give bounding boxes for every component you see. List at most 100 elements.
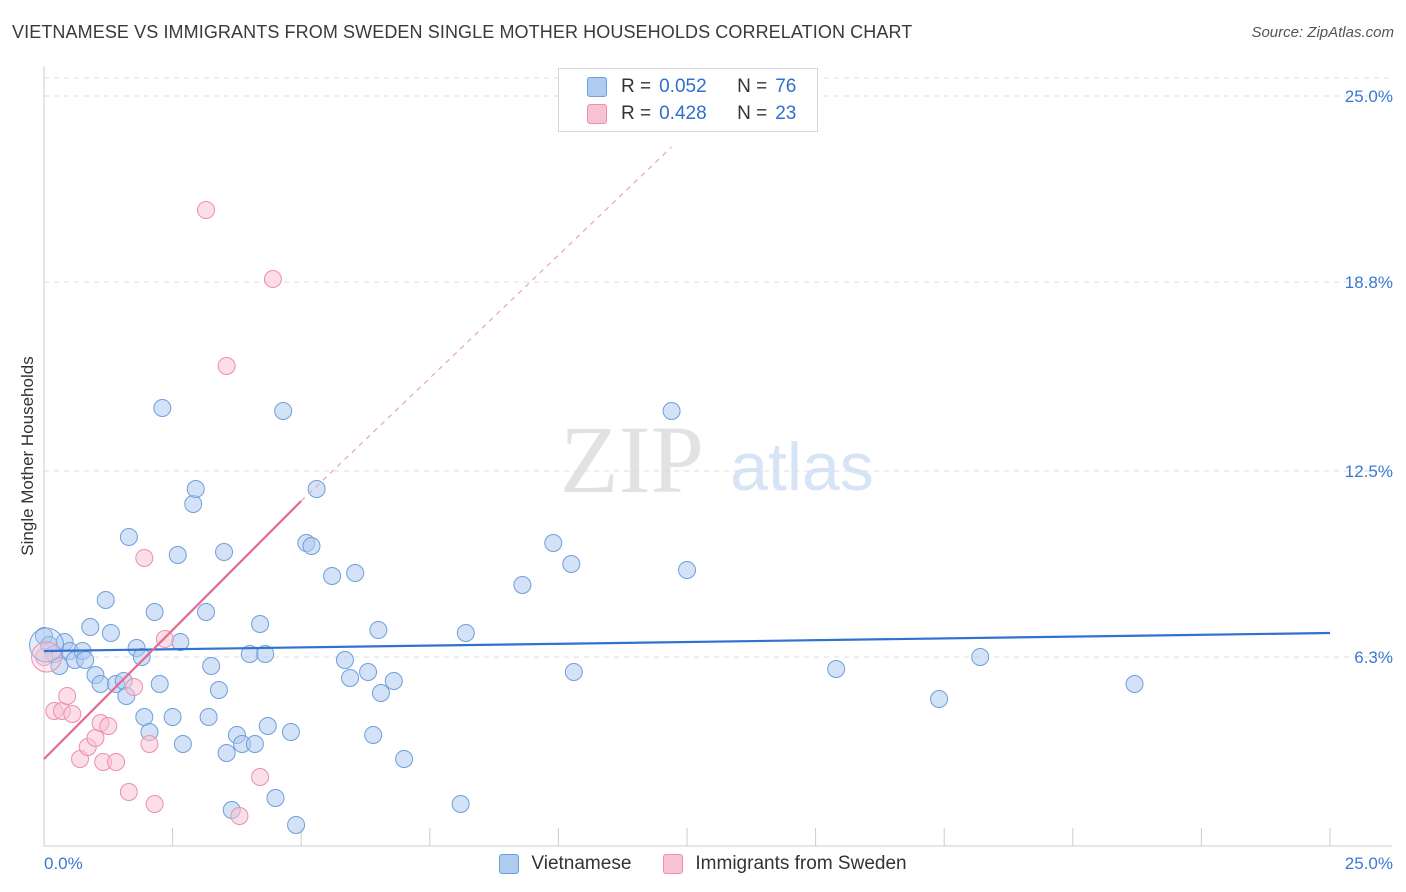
vietnamese-point (274, 402, 293, 420)
vietnamese-point (281, 723, 300, 741)
vietnamese-point (827, 660, 846, 678)
vietnamese-point (335, 651, 354, 669)
stats-legend-row-sweden: R = 0.428 N = 23 (559, 100, 796, 128)
sweden-point (58, 687, 77, 705)
r-value: 0.428 (659, 103, 707, 124)
r-label: R = (621, 76, 652, 97)
vietnamese-point (323, 567, 342, 585)
vietnamese-point (395, 750, 414, 768)
sweden-trend-line (43, 500, 302, 760)
vietnamese-point (513, 576, 532, 594)
vietnamese-point (135, 708, 154, 726)
n-label: N = (737, 76, 768, 97)
sweden-point (140, 735, 159, 753)
vietnamese-point (971, 648, 990, 666)
watermark-zip: ZIP (560, 406, 704, 513)
sweden-point (145, 795, 164, 813)
vietnamese-point (562, 555, 581, 573)
sweden-point (217, 357, 236, 375)
vietnamese-point (209, 681, 228, 699)
tick-labels: 6.3% 12.5% 18.8% 25.0% 0.0% 25.0% (44, 87, 1393, 873)
sweden-point (197, 201, 216, 219)
vietnamese-point (369, 621, 388, 639)
vietnamese-point (91, 675, 110, 693)
vietnamese-swatch (587, 77, 607, 97)
vietnamese-point (50, 657, 69, 675)
vietnamese-point (302, 537, 321, 555)
stats-legend-row-vietnamese: R = 0.052 N = 76 (559, 73, 796, 101)
sweden-point (251, 768, 270, 786)
vietnamese-point (364, 726, 383, 744)
vietnamese-point (199, 708, 218, 726)
vietnamese-trend-line (43, 631, 1331, 653)
vietnamese-point (145, 603, 164, 621)
vietnamese-point (930, 690, 949, 708)
sweden-point (230, 807, 249, 825)
vietnamese-point (76, 651, 95, 669)
sweden-point (107, 753, 126, 771)
axes (43, 66, 1392, 847)
x-tick-label-max: 25.0% (1345, 854, 1393, 873)
series-legend: Vietnamese Immigrants from Sweden (0, 851, 1406, 877)
sweden-point (125, 678, 144, 696)
r-value: 0.052 (659, 76, 707, 97)
vietnamese-point (307, 480, 326, 498)
vietnamese-point (96, 591, 115, 609)
y-tick-label: 6.3% (1354, 648, 1393, 667)
n-label: N = (737, 103, 768, 124)
legend-item-vietnamese[interactable]: Vietnamese (499, 853, 631, 875)
sweden-legend-swatch (663, 854, 684, 874)
vietnamese-point (662, 402, 681, 420)
vietnamese-point (215, 543, 234, 561)
vietnamese-point (346, 564, 365, 582)
watermark-atlas: atlas (730, 429, 874, 505)
vietnamese-legend-swatch (499, 854, 520, 874)
vietnamese-point (186, 480, 205, 498)
r-label: R = (621, 103, 652, 124)
vietnamese-point (287, 816, 306, 834)
vietnamese-point (456, 624, 475, 642)
sweden-point (263, 270, 282, 288)
vietnamese-point (245, 735, 264, 753)
vietnamese-point (258, 717, 277, 735)
vietnamese-point (544, 534, 563, 552)
legend-label-vietnamese: Vietnamese (531, 853, 632, 874)
n-value: 76 (775, 76, 797, 97)
vietnamese-point (1125, 675, 1144, 693)
vietnamese-point (101, 624, 120, 642)
legend-item-sweden[interactable]: Immigrants from Sweden (663, 853, 907, 875)
vietnamese-point (173, 735, 192, 753)
vietnamese-point (341, 669, 360, 687)
vietnamese-point (150, 675, 169, 693)
y-tick-label: 18.8% (1345, 273, 1393, 292)
vietnamese-point (197, 603, 216, 621)
stats-legend: R = 0.052 N = 76 R = 0.428 N = 23 (558, 68, 818, 132)
vietnamese-point (384, 672, 403, 690)
legend-label-sweden: Immigrants from Sweden (695, 853, 907, 874)
vietnamese-point (119, 528, 138, 546)
vietnamese-point (678, 561, 696, 579)
sweden-swatch (587, 104, 607, 124)
vietnamese-point (266, 789, 285, 807)
n-value: 23 (775, 103, 797, 124)
data-points (29, 201, 1144, 834)
vietnamese-point (256, 645, 275, 663)
vietnamese-point (217, 744, 236, 762)
vietnamese-point (359, 663, 378, 681)
gridlines (44, 77, 1392, 658)
vietnamese-point (202, 657, 221, 675)
sweden-cluster-point (31, 641, 63, 673)
x-tick-label-min: 0.0% (44, 854, 83, 873)
sweden-point (119, 783, 138, 801)
vietnamese-point (564, 663, 583, 681)
trend-lines (43, 146, 1331, 760)
sweden-point (86, 729, 105, 747)
sweden-point (135, 549, 154, 567)
source-label: Source: ZipAtlas.com (1251, 24, 1394, 41)
sweden-point (63, 705, 82, 723)
vietnamese-point (153, 399, 172, 417)
sweden-point (35, 648, 53, 666)
vietnamese-point (184, 495, 203, 513)
vietnamese-point (132, 648, 151, 666)
chart-title: VIETNAMESE VS IMMIGRANTS FROM SWEDEN SIN… (12, 22, 913, 42)
